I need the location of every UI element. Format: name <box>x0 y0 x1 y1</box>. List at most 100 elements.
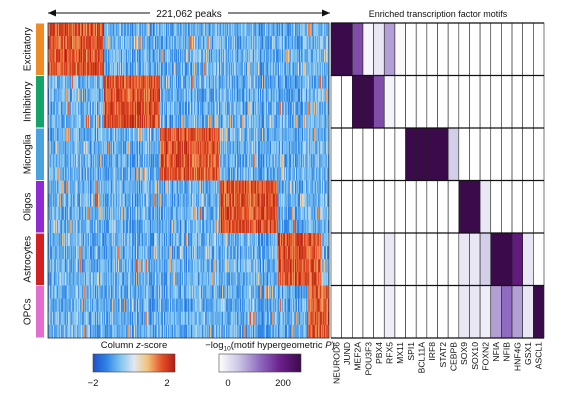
peak-cell <box>168 88 170 102</box>
peak-cell <box>114 193 116 207</box>
peak-cell <box>316 75 318 89</box>
peak-cell <box>246 167 248 181</box>
peak-cell <box>114 128 116 142</box>
peak-cell <box>193 193 195 207</box>
peak-cell <box>99 23 101 37</box>
peak-cell <box>220 101 222 116</box>
peak-cell <box>265 114 267 129</box>
peak-cell <box>80 75 82 89</box>
peak-cell <box>96 114 98 129</box>
peak-cell <box>171 101 173 116</box>
peak-cell <box>284 154 286 168</box>
peak-cell <box>192 154 194 168</box>
peak-cell <box>82 36 84 50</box>
peak-cell <box>108 23 110 37</box>
peak-cell <box>130 154 132 168</box>
peak-cell <box>324 101 326 116</box>
peak-cell <box>172 193 174 207</box>
peak-cell <box>100 233 102 247</box>
peak-cell <box>222 128 224 142</box>
peak-cell <box>322 75 324 89</box>
peak-cell <box>136 141 138 155</box>
peak-cell <box>221 141 223 155</box>
peak-cell <box>225 75 227 89</box>
peak-cell <box>212 128 214 142</box>
peak-cell <box>220 180 222 194</box>
peak-cell <box>247 62 249 76</box>
peak-cell <box>139 88 141 102</box>
peak-cell <box>318 233 320 247</box>
peak-cell <box>271 49 273 63</box>
peak-cell <box>143 167 145 181</box>
peak-cell <box>179 88 181 102</box>
peak-cell <box>258 233 260 247</box>
peak-cell <box>304 114 306 129</box>
peak-cell <box>73 88 75 102</box>
peak-cell <box>182 167 184 181</box>
peak-cell <box>299 62 301 76</box>
peak-cell <box>325 219 327 234</box>
peak-cell <box>241 180 243 194</box>
peak-cell <box>130 193 132 207</box>
peak-cell <box>235 154 237 168</box>
peak-cell <box>114 88 116 102</box>
peak-cell <box>279 36 281 50</box>
peak-cell <box>264 128 266 142</box>
peak-cell <box>73 62 75 76</box>
peak-cell <box>233 88 235 102</box>
peak-cell <box>319 114 321 129</box>
peak-cell <box>281 141 283 155</box>
peak-cell <box>156 128 158 142</box>
peak-cell <box>322 154 324 168</box>
peak-cell <box>243 75 245 89</box>
peak-cell <box>193 36 195 50</box>
peak-cell <box>81 128 83 142</box>
peak-cell <box>90 88 92 102</box>
peak-cell <box>236 180 238 194</box>
peak-cell <box>194 233 196 247</box>
peak-cell <box>272 75 274 89</box>
peak-cell <box>139 128 141 142</box>
peak-cell <box>327 75 329 89</box>
peak-cell <box>128 180 130 194</box>
peak-cell <box>228 49 230 63</box>
peak-cell <box>206 154 208 168</box>
peak-cell <box>177 154 179 168</box>
peak-cell <box>163 128 165 142</box>
peak-cell <box>290 141 292 155</box>
peak-cell <box>203 141 205 155</box>
peak-cell <box>119 36 121 50</box>
peak-cell <box>87 167 89 181</box>
peak-cell <box>69 206 71 221</box>
peak-cell <box>289 88 291 102</box>
peak-cell <box>233 49 235 63</box>
peak-cell <box>170 62 172 76</box>
peak-cell <box>174 180 176 194</box>
peak-cell <box>291 88 293 102</box>
peak-cell <box>151 101 153 116</box>
peak-cell <box>115 167 117 181</box>
peak-cell <box>81 219 83 234</box>
peak-cell <box>135 167 137 181</box>
peak-cell <box>179 62 181 76</box>
peak-cell <box>295 88 297 102</box>
peak-cell <box>172 75 174 89</box>
row-label-astrocytes: Astrocytes <box>23 236 34 283</box>
peak-cell <box>124 36 126 50</box>
peak-cell <box>77 36 79 50</box>
peak-cell <box>181 36 183 50</box>
peak-cell <box>54 88 56 102</box>
peak-cell <box>194 23 196 37</box>
peak-cell <box>178 219 180 234</box>
peak-cell <box>147 36 149 50</box>
peak-cell <box>243 206 245 221</box>
peak-cell <box>233 128 235 142</box>
peak-cell <box>207 128 209 142</box>
peak-cell <box>267 219 269 234</box>
peak-cell <box>94 128 96 142</box>
peak-cell <box>51 154 53 168</box>
peak-cell <box>173 233 175 247</box>
peak-cell <box>324 141 326 155</box>
peak-cell <box>312 114 314 129</box>
peak-cell <box>213 75 215 89</box>
